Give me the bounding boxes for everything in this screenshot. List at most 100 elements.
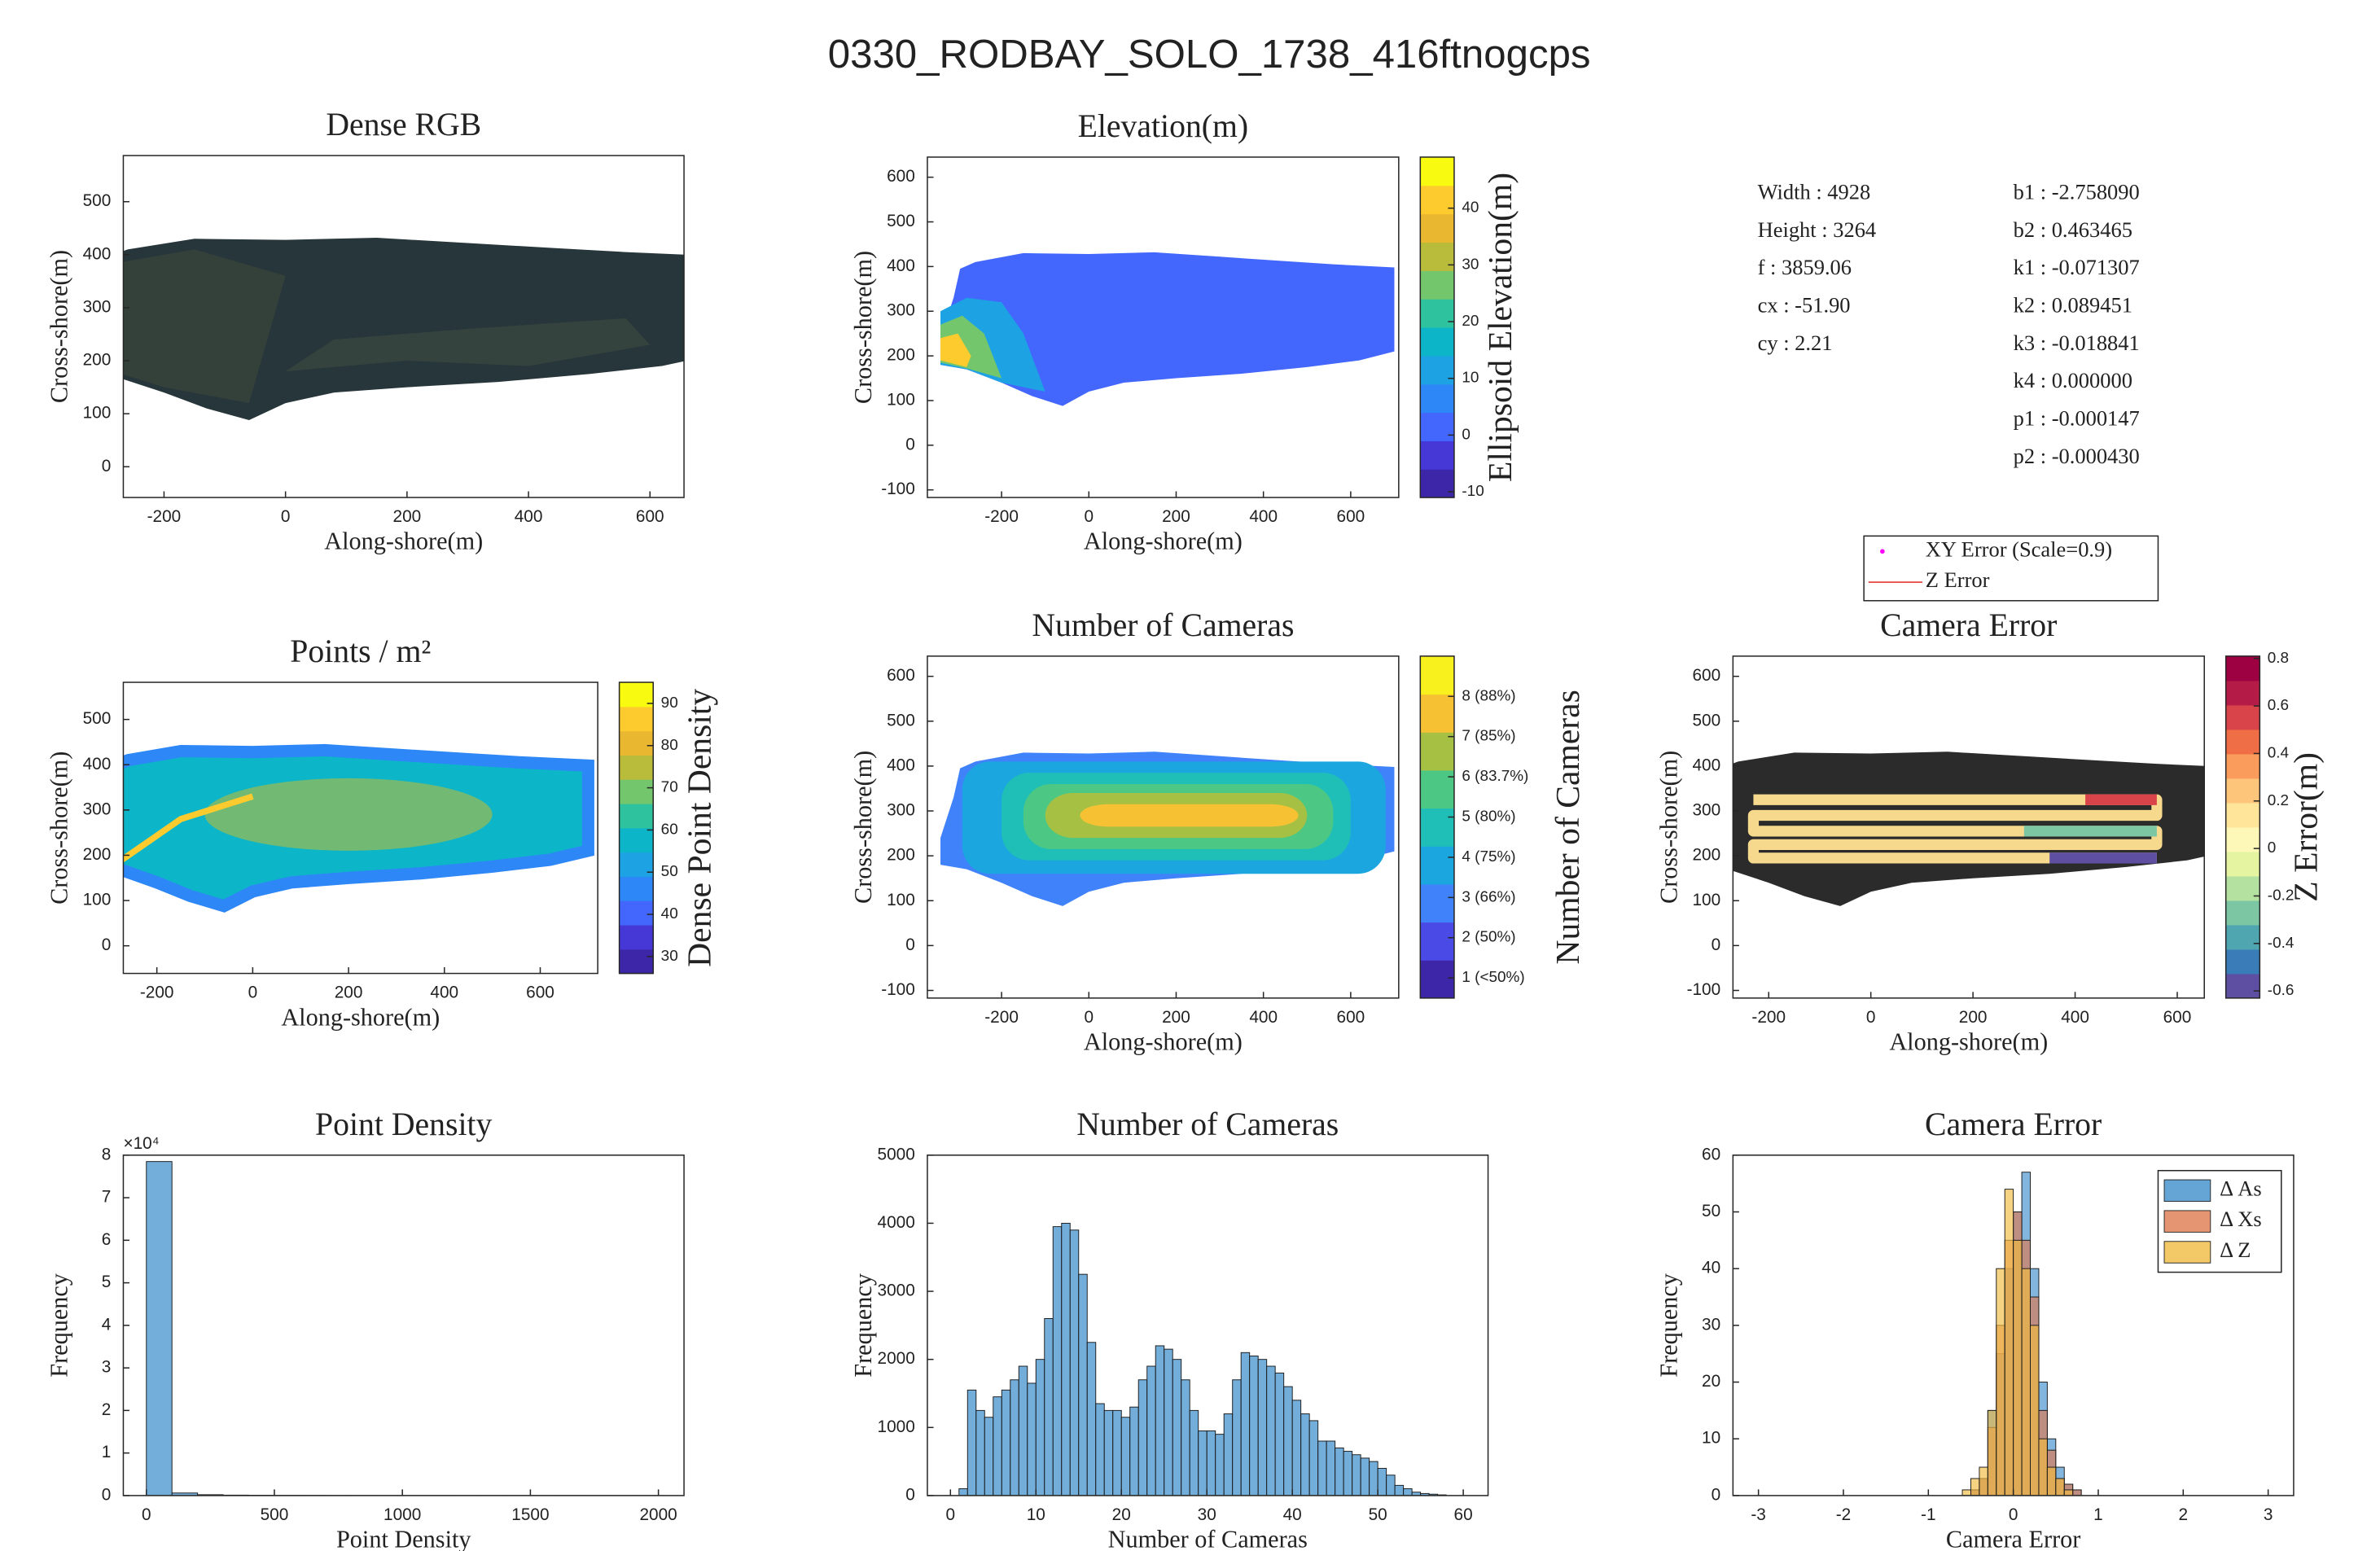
y-tick-label: 300 <box>887 801 915 820</box>
colorbar-band <box>2225 949 2260 975</box>
axes-title: Camera Error <box>1925 1106 2102 1142</box>
axes-title: Point Density <box>315 1106 493 1142</box>
panel: -200 0 200 400 600 0 100 200 300 400 500 Points / m… <box>46 633 719 1031</box>
x-tick-label: -200 <box>1751 1008 1786 1027</box>
x-tick-label: 600 <box>636 507 664 526</box>
histogram-bar <box>1010 1379 1019 1496</box>
histogram-bar <box>2063 1489 2074 1496</box>
histogram-bar <box>1979 1466 1988 1496</box>
camera-parameter: k2 : 0.089451 <box>2014 292 2132 317</box>
colorbar-band <box>2225 753 2260 779</box>
y-tick-label: 300 <box>83 800 112 818</box>
colorbar-band <box>1420 355 1454 385</box>
histogram-bar <box>1274 1372 1285 1496</box>
y-tick-label: 400 <box>887 756 915 774</box>
histogram-bar <box>2055 1478 2065 1496</box>
histogram-bar <box>1343 1451 1353 1496</box>
colorbar-band <box>1420 655 1454 695</box>
x-tick-label: 1 <box>2093 1505 2103 1524</box>
camera-track <box>1747 794 2163 864</box>
colorbar-band <box>1420 732 1454 771</box>
y-tick-label: 10 <box>1702 1429 1720 1448</box>
colorbar-tick-label: -0.6 <box>2268 982 2295 999</box>
colorbar-band <box>2225 729 2260 755</box>
camera-parameter: Width : 4928 <box>1758 179 1871 204</box>
colorbar-tick-label: 40 <box>1462 199 1479 217</box>
colorbar-band <box>619 779 654 804</box>
y-tick-label: 1000 <box>878 1417 915 1436</box>
axes-frame <box>927 156 1400 498</box>
x-tick-label: 2000 <box>639 1505 677 1524</box>
colorbar-tick-label: 20 <box>1462 313 1479 330</box>
colorbar-band <box>1420 383 1454 414</box>
y-tick-label: 200 <box>83 845 112 864</box>
y-tick-label: 100 <box>83 404 112 423</box>
histogram-bar <box>1027 1382 1037 1496</box>
colorbar-tick-label: 60 <box>661 821 678 838</box>
colorbar-band <box>2225 704 2260 730</box>
histogram-bar <box>1129 1406 1139 1496</box>
panel: -200 0 200 400 600-1000100200300400500600Ele… <box>849 108 1519 555</box>
camera-parameter: p1 : -0.000147 <box>2014 406 2140 431</box>
legend-label: Δ Z <box>2220 1238 2251 1262</box>
colorbar-frame <box>1419 655 1455 999</box>
colorbar-band <box>1420 299 1454 328</box>
y-tick-label: 200 <box>887 846 915 865</box>
x-tick-label: -3 <box>1751 1505 1766 1524</box>
histogram-bar <box>2021 1268 2031 1496</box>
legend-swatch <box>2163 1179 2211 1203</box>
axes-title: Elevation(m) <box>1078 108 1249 144</box>
histogram-bar <box>1189 1409 1199 1496</box>
y-tick-label: 3 <box>102 1358 112 1377</box>
camera-parameter: f : 3859.06 <box>1758 255 1852 279</box>
histogram-bar <box>1257 1359 1268 1496</box>
x-tick-label: 3 <box>2264 1505 2273 1524</box>
x-tick-label: 500 <box>261 1505 289 1524</box>
colorbar-band <box>1420 846 1454 885</box>
x-tick-label: -1 <box>1921 1505 1936 1524</box>
y-tick-label: 500 <box>887 711 915 729</box>
colorbar-band <box>1420 440 1454 470</box>
colorbar-band <box>2225 924 2260 950</box>
histogram-bar <box>1335 1447 1344 1496</box>
x-tick-label: 0 <box>248 984 258 1002</box>
colorbar-band <box>1420 270 1454 300</box>
colorbar-frame <box>1419 156 1455 498</box>
y-tick-label: 60 <box>1702 1145 1720 1163</box>
histogram-bar <box>1155 1345 1165 1496</box>
histogram-bar <box>1018 1365 1028 1496</box>
x-tick-label: 0 <box>946 1505 956 1524</box>
x-tick-label: 600 <box>526 984 554 1002</box>
y-tick-label: 100 <box>887 390 915 409</box>
axes-frame <box>122 1154 685 1496</box>
colorbar-band <box>1420 242 1454 271</box>
legend-label: XY Error (Scale=0.9) <box>1926 537 2112 561</box>
x-tick-label: 20 <box>1112 1505 1131 1524</box>
y-tick-label: 40 <box>1702 1259 1720 1277</box>
colorbar-tick-label: 2 (50%) <box>1462 929 1515 946</box>
camera-parameter: cx : -51.90 <box>1758 292 1851 317</box>
y-tick-label: 500 <box>83 709 112 728</box>
x-tick-label: 200 <box>335 984 363 1002</box>
colorbar-tick-label: -10 <box>1462 483 1484 500</box>
panel: 0 500 1000 1500 2000 0 1 2 3 4 5 6 7 8 Point Density Po… <box>46 1106 685 1551</box>
colorbar-tick-label: 50 <box>661 863 678 880</box>
histogram-bar <box>1052 1226 1063 1496</box>
plot-area <box>940 252 1395 406</box>
colorbar-label: Number of Cameras <box>1549 690 1587 964</box>
colorbar-band <box>1420 922 1454 961</box>
histogram-bar <box>2046 1466 2057 1496</box>
histogram-bar <box>1069 1229 1080 1496</box>
histogram-bar <box>966 1389 977 1496</box>
colorbar-band <box>2225 900 2260 926</box>
x-tick-label: -2 <box>1836 1505 1852 1524</box>
plot-area <box>1733 751 2205 906</box>
axes-title: Points / m² <box>290 633 431 669</box>
y-tick-label: -100 <box>881 480 915 498</box>
x-tick-label: 2 <box>2179 1505 2189 1524</box>
y-tick-label: 2 <box>102 1400 112 1419</box>
histogram-bar <box>1035 1359 1045 1496</box>
x-tick-label: 1000 <box>384 1505 421 1524</box>
